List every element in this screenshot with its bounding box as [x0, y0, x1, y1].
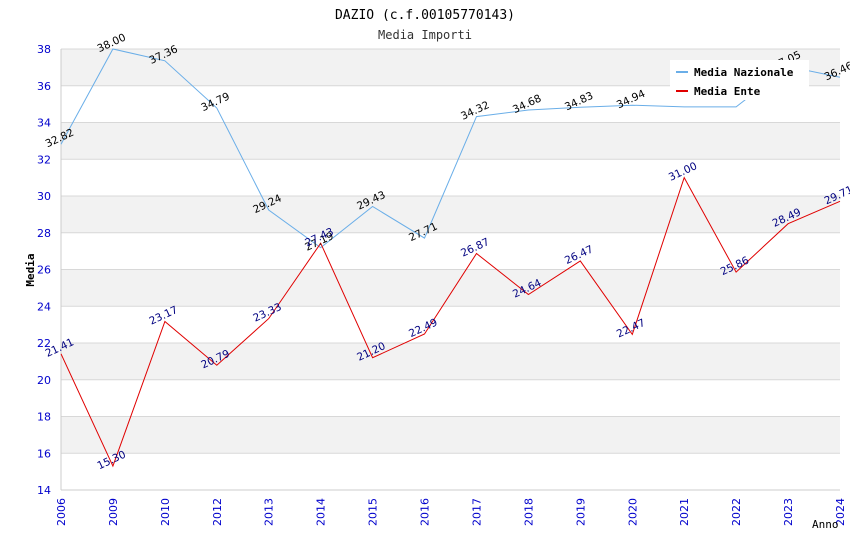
- x-tick-label: 2013: [263, 498, 276, 526]
- plot-band: [61, 269, 840, 307]
- x-tick-label: 2009: [107, 498, 120, 526]
- plot-band: [61, 343, 840, 380]
- chart-title: DAZIO (c.f.00105770143): [335, 8, 515, 23]
- y-tick-label: 22: [37, 337, 51, 350]
- x-tick-label: 2019: [574, 498, 587, 526]
- y-tick-label: 14: [37, 484, 51, 497]
- chart-subtitle: Media Importi: [378, 28, 472, 42]
- legend: Media Nazionale Media Ente: [670, 60, 809, 100]
- x-tick-label: 2012: [211, 498, 224, 526]
- y-axis-label: Media: [24, 253, 37, 286]
- series-line-media-ente: [60, 176, 841, 468]
- plot-band: [61, 379, 840, 417]
- x-tick-label: 2015: [367, 498, 380, 526]
- x-tick-label: 2014: [315, 498, 328, 526]
- x-tick-label: 2006: [55, 498, 68, 526]
- x-tick-label: 2021: [678, 498, 691, 526]
- x-axis-ticks: 2006 2009 2010 2012 2013 2014 2015 2016 2017 2018…: [55, 498, 847, 526]
- x-tick-label: 2020: [626, 498, 639, 526]
- y-tick-label: 28: [37, 227, 51, 240]
- y-tick-label: 16: [37, 447, 51, 460]
- y-tick-label: 38: [37, 43, 51, 56]
- legend-label: Media Ente: [694, 85, 761, 98]
- y-tick-label: 18: [37, 411, 51, 424]
- x-tick-label: 2017: [470, 498, 483, 526]
- series-line-media-nazionale: [60, 48, 841, 249]
- y-tick-label: 20: [37, 374, 51, 387]
- x-tick-label: 2018: [522, 498, 535, 526]
- plot-band: [61, 232, 840, 270]
- series-lines: [60, 48, 841, 468]
- x-tick-label: 2023: [782, 498, 795, 526]
- legend-box: [670, 60, 809, 100]
- plot-band: [61, 416, 840, 454]
- y-tick-label: 34: [37, 117, 51, 130]
- y-tick-label: 26: [37, 264, 51, 277]
- gridlines: [60, 48, 840, 491]
- y-tick-label: 32: [37, 153, 51, 166]
- plot-band: [61, 196, 840, 233]
- plot-band: [61, 453, 840, 490]
- x-tick-label: 2016: [419, 498, 432, 526]
- plot-band: [61, 122, 840, 160]
- x-tick-label: 2022: [730, 498, 743, 526]
- legend-label: Media Nazionale: [694, 66, 794, 79]
- x-tick-label: 2024: [834, 498, 847, 526]
- x-tick-label: 2010: [159, 498, 172, 526]
- y-tick-label: 30: [37, 190, 51, 203]
- plot-band: [61, 306, 840, 343]
- y-tick-label: 24: [37, 300, 51, 313]
- y-tick-label: 36: [37, 80, 51, 93]
- y-axis-ticks: 14 16 18 20 22 24 26 28 30 32 34 36 38: [37, 43, 51, 497]
- x-axis-label: Anno: [812, 518, 839, 531]
